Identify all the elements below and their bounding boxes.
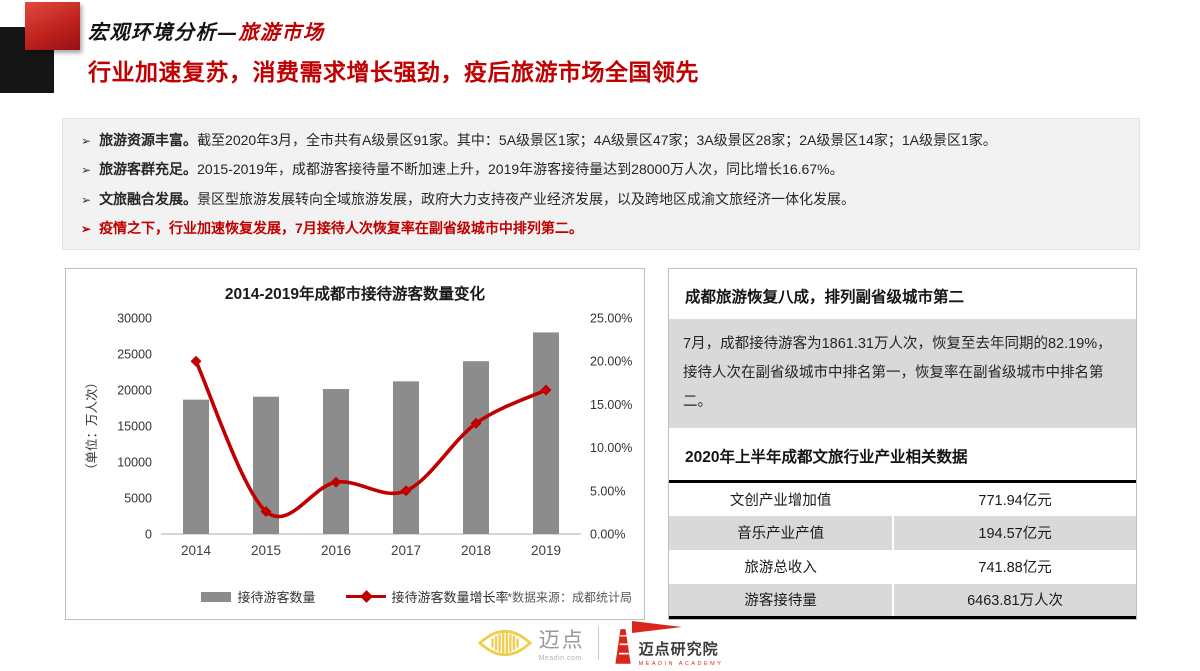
summary-bullet: ➢ 旅游客群充足。2015-2019年，成都游客接待量不断加速上升，2019年游客… [81,159,1121,181]
bullet-body-text: 2015-2019年，成都游客接待量不断加速上升，2019年游客接待量达到280… [197,161,844,178]
table-row-label: 游客接待量 [744,593,817,610]
meadin-name: 迈点 [538,629,585,652]
bullet-body-text: 截至2020年3月，全市共有A级景区91家。其中：5A级景区1家；4A级景区47… [197,132,997,148]
growth-point-2017 [400,485,412,497]
right-axis-tick: 5.00% [590,484,625,498]
kicker-black-text: 宏观环境分析— [88,20,239,44]
left-axis-tick: 20000 [117,384,152,398]
x-axis-label: 2018 [461,543,491,558]
bar-2019 [533,332,559,534]
growth-rate-line [194,359,548,519]
data-source-note: *数据来源：成都统计局 [507,590,632,604]
right-axis-tick: 25.00% [590,312,632,326]
chart-legend: 接待游客数量 接待游客数量增长率 *数据来源：成都统计局 [66,574,644,619]
visitor-volume-chart: 0 5000 10000 15000 20000 25000 30000 0.00% 5.00%… [84,312,632,559]
table-row-value: 741.88亿元 [892,549,1136,584]
industry-data-table: 文创产业增加值 771.94亿元音乐产业产值 194.57亿元旅游总收入 741.88… [669,480,1136,619]
meadin-eye-icon [477,629,532,657]
legend-item-line: 接待游客数量增长率 [345,587,509,606]
kicker-red-text: 旅游市场 [238,20,325,44]
chart-title: 2014-2019年成都市接待游客数量变化 [224,286,486,303]
bullet-body-text: 景区型旅游发展转向全域旅游发展，政府大力支持夜产业经济发展，以及跨地区成渝文旅经… [197,190,856,207]
bar-2017 [393,381,419,534]
chart-panel: 2014-2019年成都市接待游客数量变化 0 5000 10000 15000 200… [65,268,645,620]
table-row: 文创产业增加值 771.94亿元 [669,481,1136,516]
bar-2014 [183,399,209,534]
table-row-value: 6463.81万人次 [892,583,1136,618]
lighthouse-icon [614,628,631,664]
left-axis-tick: 15000 [117,420,152,434]
x-axis-label: 2015 [251,543,281,558]
diamond-marker-icon [359,589,373,603]
x-axis-label: 2017 [391,543,421,558]
legend-item-bars: 接待游客数量 [201,587,316,606]
legend-label-line: 接待游客数量增长率 [391,590,509,605]
academy-name: 迈点研究院 [638,640,719,658]
right-axis-tick: 20.00% [590,355,632,369]
table-row: 旅游总收入 741.88亿元 [669,549,1136,584]
bar-2016 [323,388,349,534]
left-axis-tick: 5000 [124,492,152,506]
left-axis-tick: 0 [145,528,152,542]
meadin-academy-logo: 迈点研究院 MEADIN ACADEMY [612,620,724,667]
recovery-paragraph: 7月，成都接待游客为1861.31万人次，恢复至去年同期的82.19%，接待人次… [669,319,1136,428]
academy-sub: MEADIN ACADEMY [638,660,724,667]
x-axis-label: 2016 [321,543,351,558]
table-row: 音乐产业产值 194.57亿元 [669,515,1136,550]
table-row-label: 文创产业增加值 [729,492,832,509]
bullet-arrow-icon: ➢ [81,163,92,178]
table-row-value: 771.94亿元 [892,481,1136,516]
x-axis-label: 2019 [531,543,561,558]
bullet-lead-text: 旅游客群充足。 [99,161,198,178]
left-axis-tick: 30000 [117,312,152,326]
right-axis-tick: 15.00% [590,398,632,412]
logo-divider [597,626,599,660]
bullet-lead-text: 疫情之下，行业加速恢复发展，7月接待人次恢复率在副省级城市中排列第二。 [99,219,583,236]
left-axis-unit-label: （单位：万人次） [84,376,99,476]
table-row-label: 旅游总收入 [744,560,817,576]
summary-bullet: ➢ 旅游资源丰富。截至2020年3月，全市共有A级景区91家。其中：5A级景区1家… [81,130,1121,152]
right-axis-tick: 0.00% [590,528,625,542]
line-series-swatch-icon [345,589,386,603]
recovery-title: 成都旅游恢复八成，排列副省级城市第二 [685,289,965,306]
bullet-arrow-icon: ➢ [81,192,92,207]
table-row-label: 音乐产业产值 [737,526,825,542]
bar-series-swatch-icon [201,591,232,602]
section-kicker: 宏观环境分析—旅游市场 [88,16,325,45]
right-axis-tick: 10.00% [590,441,632,455]
growth-point-2016 [330,476,342,488]
left-axis-tick: 10000 [117,456,152,470]
page-title: 行业加速复苏，消费需求增长强劲，疫后旅游市场全国领先 [88,59,699,85]
left-axis-tick: 25000 [117,348,152,362]
bullet-arrow-icon: ➢ [81,134,92,148]
legend-label-bars: 接待游客数量 [237,590,316,605]
growth-point-2018 [470,417,482,429]
x-axis-label: 2014 [181,543,212,558]
beam-flag-icon [631,620,682,633]
growth-point-2014 [190,355,202,367]
bullet-arrow-icon: ➢ [81,221,92,236]
summary-bullet: ➢ 疫情之下，行业加速恢复发展，7月接待人次恢复率在副省级城市中排列第二。 [81,218,1121,240]
industry-table-title: 2020年上半年成都文旅行业产业相关数据 [685,449,968,466]
growth-point-2019 [540,384,552,396]
table-row-value: 194.57亿元 [892,515,1136,550]
meadin-logo: 迈点 Meadin.com [477,624,585,662]
bar-2018 [463,361,489,534]
table-row: 游客接待量 6463.81万人次 [669,583,1136,618]
recovery-info-panel: 成都旅游恢复八成，排列副省级城市第二 7月，成都接待游客为1861.31万人次，… [668,268,1137,620]
deco-red-square [25,2,80,50]
footer-logos: 迈点 Meadin.com 迈点研究院 MEADIN ACADEMY [0,620,1200,667]
summary-bullet: ➢ 文旅融合发展。景区型旅游发展转向全域旅游发展，政府大力支持夜产业经济发展，以及… [81,189,1121,211]
meadin-domain: Meadin.com [538,655,582,662]
bullet-lead-text: 文旅融合发展。 [99,190,198,207]
summary-box: ➢ 旅游资源丰富。截至2020年3月，全市共有A级景区91家。其中：5A级景区1家… [62,118,1140,250]
bullet-lead-text: 旅游资源丰富。 [99,132,198,148]
growth-point-2015 [260,506,272,518]
